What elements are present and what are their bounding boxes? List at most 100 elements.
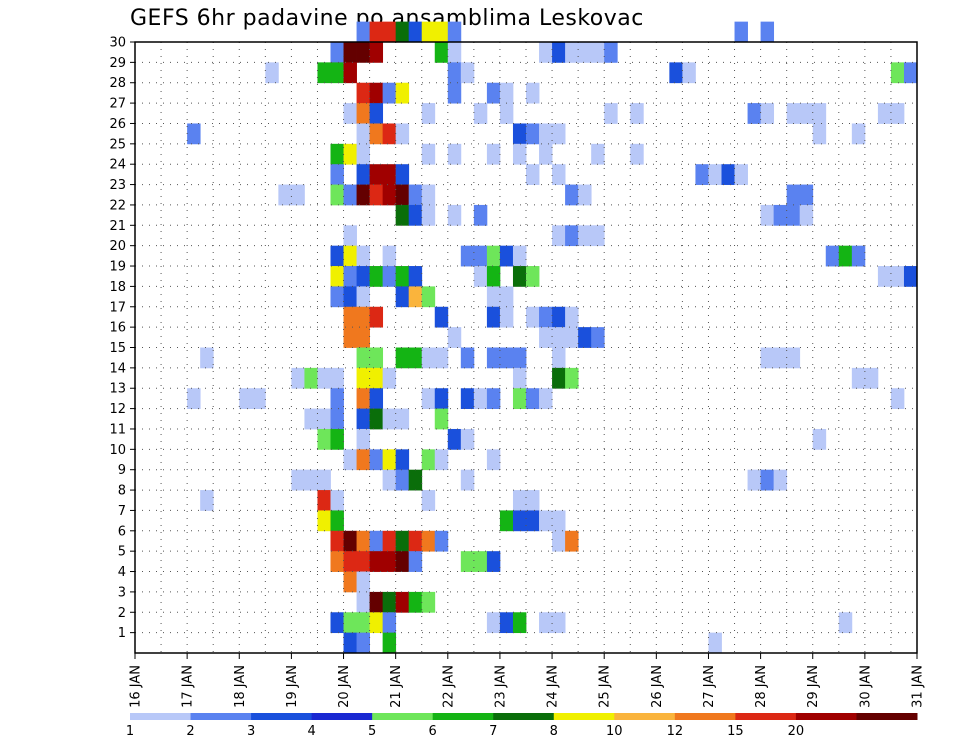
heatmap-cell	[382, 245, 397, 267]
y-tick-label: 24	[109, 158, 126, 173]
heatmap-cell	[486, 347, 501, 369]
heatmap-cell	[343, 306, 357, 328]
heatmap-cell	[330, 184, 344, 206]
heatmap-cell	[486, 266, 501, 287]
heatmap-cell	[499, 612, 514, 634]
heatmap-cell	[369, 266, 384, 287]
heatmap-cell	[421, 591, 436, 613]
heatmap-cell	[604, 103, 618, 124]
heatmap-cell	[239, 388, 253, 409]
heatmap-cell	[356, 123, 370, 145]
heatmap-cell	[317, 62, 331, 84]
heatmap-cell	[890, 62, 905, 84]
heatmap-cell	[434, 530, 449, 552]
heatmap-cell	[565, 327, 579, 348]
heatmap-cell	[369, 530, 384, 552]
heatmap-cell	[356, 551, 370, 572]
heatmap-cell	[604, 42, 618, 63]
heatmap-cell	[317, 490, 331, 511]
heatmap-cell	[512, 347, 527, 369]
heatmap-cell	[200, 347, 214, 369]
heatmap-cell	[369, 82, 384, 104]
heatmap-cell	[460, 388, 475, 409]
heatmap-cell	[799, 204, 814, 226]
heatmap-cell	[760, 347, 775, 369]
x-tick-label: 26 JAN	[650, 665, 665, 708]
heatmap-cell	[552, 225, 566, 247]
heatmap-cell	[395, 286, 410, 308]
heatmap-cell	[434, 408, 449, 430]
y-tick-label: 4	[118, 565, 126, 580]
heatmap-cell	[539, 510, 553, 532]
y-tick-label: 23	[109, 178, 126, 193]
y-tick-label: 7	[118, 504, 126, 519]
y-tick-label: 2	[118, 606, 126, 621]
heatmap-cell	[877, 103, 892, 124]
heatmap-cell	[460, 347, 475, 369]
y-tick-label: 11	[109, 422, 126, 437]
heatmap-cell	[343, 327, 357, 348]
heatmap-cell	[356, 591, 370, 613]
y-tick-label: 27	[109, 97, 126, 112]
heatmap-cell	[356, 42, 370, 63]
x-tick-label: 20 JAN	[337, 665, 352, 708]
heatmap-cell	[499, 82, 514, 104]
heatmap-cell	[291, 469, 305, 491]
heatmap-cell	[421, 388, 436, 409]
heatmap-cell	[369, 367, 384, 389]
colorbar-segment	[856, 713, 918, 720]
colorbar-label: 7	[489, 724, 497, 739]
heatmap-cell	[317, 367, 331, 389]
heatmap-cell	[486, 551, 501, 572]
heatmap-cell	[578, 225, 592, 247]
heatmap-cell	[460, 469, 475, 491]
heatmap-cell	[382, 469, 397, 491]
heatmap-cell	[786, 184, 801, 206]
heatmap-cell	[486, 82, 501, 104]
heatmap-cell	[447, 204, 462, 226]
y-tick-label: 3	[118, 585, 126, 600]
heatmap-cell	[486, 388, 501, 409]
heatmap-cell	[630, 143, 644, 165]
heatmap-cell	[512, 510, 527, 532]
heatmap-cell	[669, 62, 683, 84]
heatmap-cell	[539, 143, 553, 165]
heatmap-cell	[343, 286, 357, 308]
heatmap-cell	[838, 612, 853, 634]
heatmap-cell	[187, 388, 201, 409]
x-tick-label: 21 JAN	[389, 665, 404, 708]
y-tick-label: 9	[118, 463, 126, 478]
heatmap-cell	[773, 204, 788, 226]
heatmap-cell	[369, 164, 384, 185]
heatmap-cell	[395, 204, 410, 226]
heatmap-cell	[591, 143, 605, 165]
heatmap-cell	[382, 449, 397, 471]
colorbar-segment	[372, 713, 434, 720]
heatmap-cell	[343, 571, 357, 593]
heatmap-cell	[903, 62, 918, 84]
heatmap-cell	[539, 123, 553, 145]
heatmap-cell	[343, 62, 357, 84]
heatmap-cell	[343, 612, 357, 634]
heatmap-cell	[356, 571, 370, 593]
heatmap-cell	[369, 306, 384, 328]
heatmap-cell	[343, 632, 357, 654]
heatmap-cell	[838, 245, 853, 267]
heatmap-cell	[395, 408, 410, 430]
heatmap-cell	[252, 388, 266, 409]
colorbar-label: 20	[788, 724, 805, 739]
heatmap-cell	[369, 612, 384, 634]
heatmap-cell	[356, 21, 370, 43]
heatmap-cell	[434, 388, 449, 409]
heatmap-cell	[356, 143, 370, 165]
heatmap-cell	[760, 469, 775, 491]
heatmap-cell	[343, 530, 357, 552]
heatmap-cell	[395, 591, 410, 613]
heatmap-cell	[578, 42, 592, 63]
heatmap-cell	[278, 184, 292, 206]
y-tick-label: 6	[118, 524, 126, 539]
heatmap-cell	[552, 367, 566, 389]
heatmap-cell	[395, 21, 410, 43]
heatmap-cell	[460, 551, 475, 572]
heatmap-cell	[330, 367, 344, 389]
